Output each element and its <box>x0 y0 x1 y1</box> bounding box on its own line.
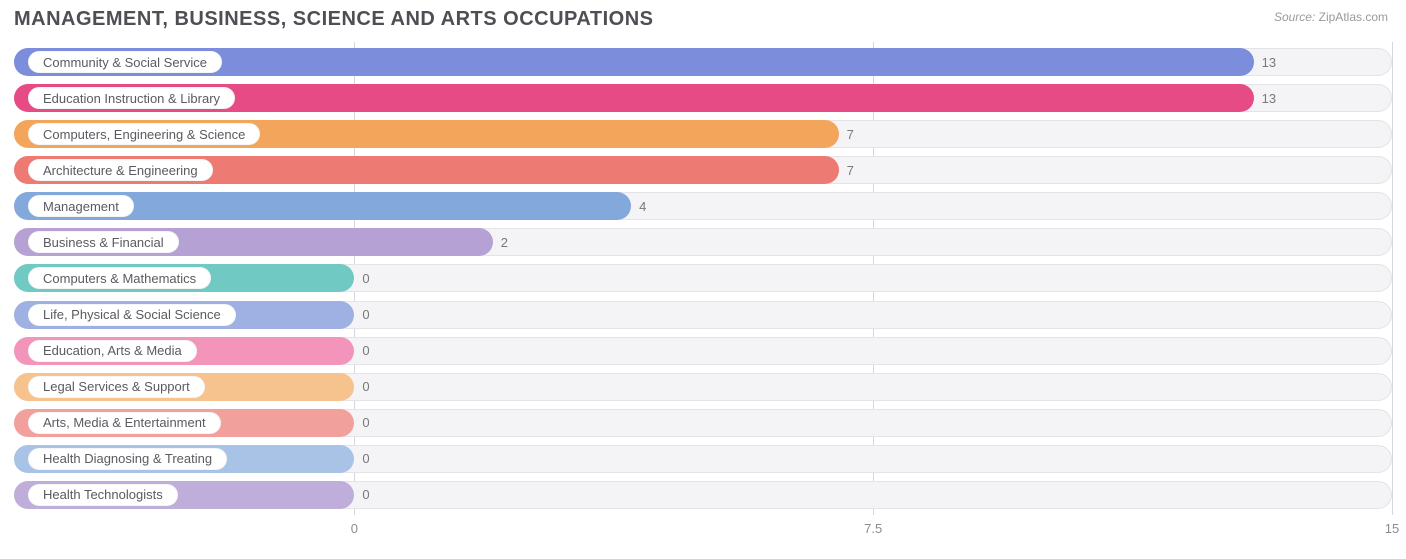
bar-value: 0 <box>354 337 369 365</box>
plot-region: Community & Social Service13Education In… <box>14 42 1392 515</box>
gridline <box>1392 42 1393 515</box>
bar-row: Life, Physical & Social Science 0 <box>14 301 1392 329</box>
bar-value: 0 <box>354 481 369 509</box>
bar-value: 0 <box>354 373 369 401</box>
chart-area: Community & Social Service13Education In… <box>14 42 1392 545</box>
bar-value: 7 <box>839 120 854 148</box>
bar-label: Community & Social Service <box>28 51 222 73</box>
x-axis: 07.515 <box>14 515 1392 545</box>
bar-value: 0 <box>354 264 369 292</box>
bar-label: Business & Financial <box>28 231 179 253</box>
x-tick-label: 0 <box>351 521 358 536</box>
bar-value: 4 <box>631 192 646 220</box>
bar-label: Architecture & Engineering <box>28 159 213 181</box>
bar-row: Business & Financial 2 <box>14 228 1392 256</box>
bar-row: Management 4 <box>14 192 1392 220</box>
bar-value: 0 <box>354 445 369 473</box>
bar-label: Legal Services & Support <box>28 376 205 398</box>
source-value: ZipAtlas.com <box>1319 10 1388 24</box>
bar-row: Legal Services & Support 0 <box>14 373 1392 401</box>
bar-label: Arts, Media & Entertainment <box>28 412 221 434</box>
source-label: Source: <box>1274 10 1315 24</box>
bar-value: 7 <box>839 156 854 184</box>
x-tick-label: 15 <box>1385 521 1399 536</box>
bar-row: Computers & Mathematics 0 <box>14 264 1392 292</box>
bar-row: Education, Arts & Media 0 <box>14 337 1392 365</box>
bar-row: Computers, Engineering & Science 7 <box>14 120 1392 148</box>
source-attribution: Source: ZipAtlas.com <box>1274 10 1388 24</box>
bar-value: 0 <box>354 409 369 437</box>
bar-value: 13 <box>1254 84 1276 112</box>
bar-label: Education, Arts & Media <box>28 340 197 362</box>
chart-title: MANAGEMENT, BUSINESS, SCIENCE AND ARTS O… <box>14 8 653 31</box>
bar-value: 13 <box>1254 48 1276 76</box>
bar-label: Life, Physical & Social Science <box>28 304 236 326</box>
bar-label: Health Technologists <box>28 484 178 506</box>
bar-row: Community & Social Service 13 <box>14 48 1392 76</box>
bar-label: Health Diagnosing & Treating <box>28 448 227 470</box>
bar-value: 2 <box>493 228 508 256</box>
bar-container: Community & Social Service13Education In… <box>14 48 1392 509</box>
bar-row: Health Technologists 0 <box>14 481 1392 509</box>
bar-row: Architecture & Engineering 7 <box>14 156 1392 184</box>
bar-label: Management <box>28 195 134 217</box>
bar-row: Health Diagnosing & Treating 0 <box>14 445 1392 473</box>
x-tick-label: 7.5 <box>864 521 882 536</box>
bar-label: Education Instruction & Library <box>28 87 235 109</box>
bar-row: Education Instruction & Library 13 <box>14 84 1392 112</box>
bar-label: Computers, Engineering & Science <box>28 123 260 145</box>
bar-row: Arts, Media & Entertainment 0 <box>14 409 1392 437</box>
bar-label: Computers & Mathematics <box>28 267 211 289</box>
bar-value: 0 <box>354 301 369 329</box>
